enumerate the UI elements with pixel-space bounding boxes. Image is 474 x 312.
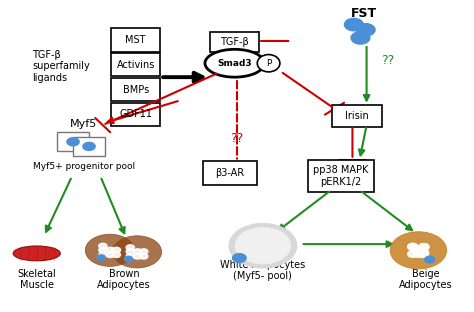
Text: MST: MST [126, 35, 146, 45]
Text: ??: ?? [230, 133, 244, 145]
Circle shape [113, 236, 162, 268]
FancyBboxPatch shape [111, 103, 160, 126]
Circle shape [99, 243, 107, 249]
Circle shape [235, 227, 291, 264]
Bar [73, 137, 105, 156]
Text: Myf5: Myf5 [70, 119, 98, 129]
Circle shape [106, 247, 114, 253]
Text: pp38 MAPK
pERK1/2: pp38 MAPK pERK1/2 [313, 165, 368, 187]
Circle shape [408, 243, 418, 250]
Circle shape [85, 234, 134, 266]
Circle shape [408, 244, 418, 250]
Text: Irisin: Irisin [345, 111, 369, 121]
Circle shape [83, 142, 95, 150]
Circle shape [112, 252, 120, 257]
Circle shape [419, 244, 429, 250]
Text: P: P [266, 59, 271, 68]
Text: FST: FST [351, 7, 377, 20]
Circle shape [413, 247, 423, 254]
Text: White Adipocytes
(Myf5- pool): White Adipocytes (Myf5- pool) [220, 260, 306, 281]
Circle shape [112, 247, 120, 253]
Text: Myf5+ progenitor pool: Myf5+ progenitor pool [33, 162, 135, 171]
Circle shape [67, 138, 79, 146]
FancyBboxPatch shape [308, 160, 374, 192]
Circle shape [425, 256, 435, 263]
Text: GDF11: GDF11 [119, 109, 152, 119]
FancyBboxPatch shape [111, 53, 160, 76]
Ellipse shape [205, 49, 264, 77]
Circle shape [99, 252, 107, 257]
Circle shape [419, 244, 428, 250]
FancyBboxPatch shape [332, 105, 382, 127]
Ellipse shape [257, 55, 280, 72]
Ellipse shape [13, 246, 60, 261]
Circle shape [390, 232, 447, 269]
Circle shape [139, 249, 148, 254]
FancyBboxPatch shape [210, 32, 259, 52]
Text: Skeletal
Muscle: Skeletal Muscle [18, 269, 56, 290]
Circle shape [106, 252, 114, 257]
Text: Activins: Activins [117, 60, 155, 70]
Circle shape [126, 254, 135, 259]
Text: β3-AR: β3-AR [215, 168, 245, 178]
Text: Smad3: Smad3 [218, 59, 252, 68]
Circle shape [356, 24, 375, 36]
Circle shape [408, 251, 418, 257]
Circle shape [419, 249, 428, 256]
Circle shape [351, 32, 370, 44]
FancyBboxPatch shape [111, 28, 160, 52]
Circle shape [414, 251, 424, 257]
FancyBboxPatch shape [203, 161, 257, 185]
Text: ??: ?? [381, 54, 394, 67]
Circle shape [419, 251, 428, 257]
Circle shape [345, 18, 363, 31]
Circle shape [139, 254, 148, 259]
Text: BMPs: BMPs [123, 85, 149, 95]
Circle shape [124, 256, 133, 262]
Circle shape [97, 255, 105, 260]
Text: Brown
Adipocytes: Brown Adipocytes [97, 269, 151, 290]
Circle shape [126, 249, 135, 254]
Text: TGF-β
superfamily
ligands: TGF-β superfamily ligands [32, 50, 90, 83]
Text: TGF-β: TGF-β [220, 37, 249, 46]
Circle shape [99, 247, 107, 253]
Bar [57, 132, 89, 151]
Circle shape [126, 245, 135, 250]
Circle shape [233, 254, 246, 262]
Circle shape [133, 249, 142, 254]
Circle shape [229, 223, 297, 268]
Circle shape [133, 254, 142, 259]
FancyBboxPatch shape [111, 78, 160, 101]
Text: Beige
Adipocytes: Beige Adipocytes [399, 269, 452, 290]
